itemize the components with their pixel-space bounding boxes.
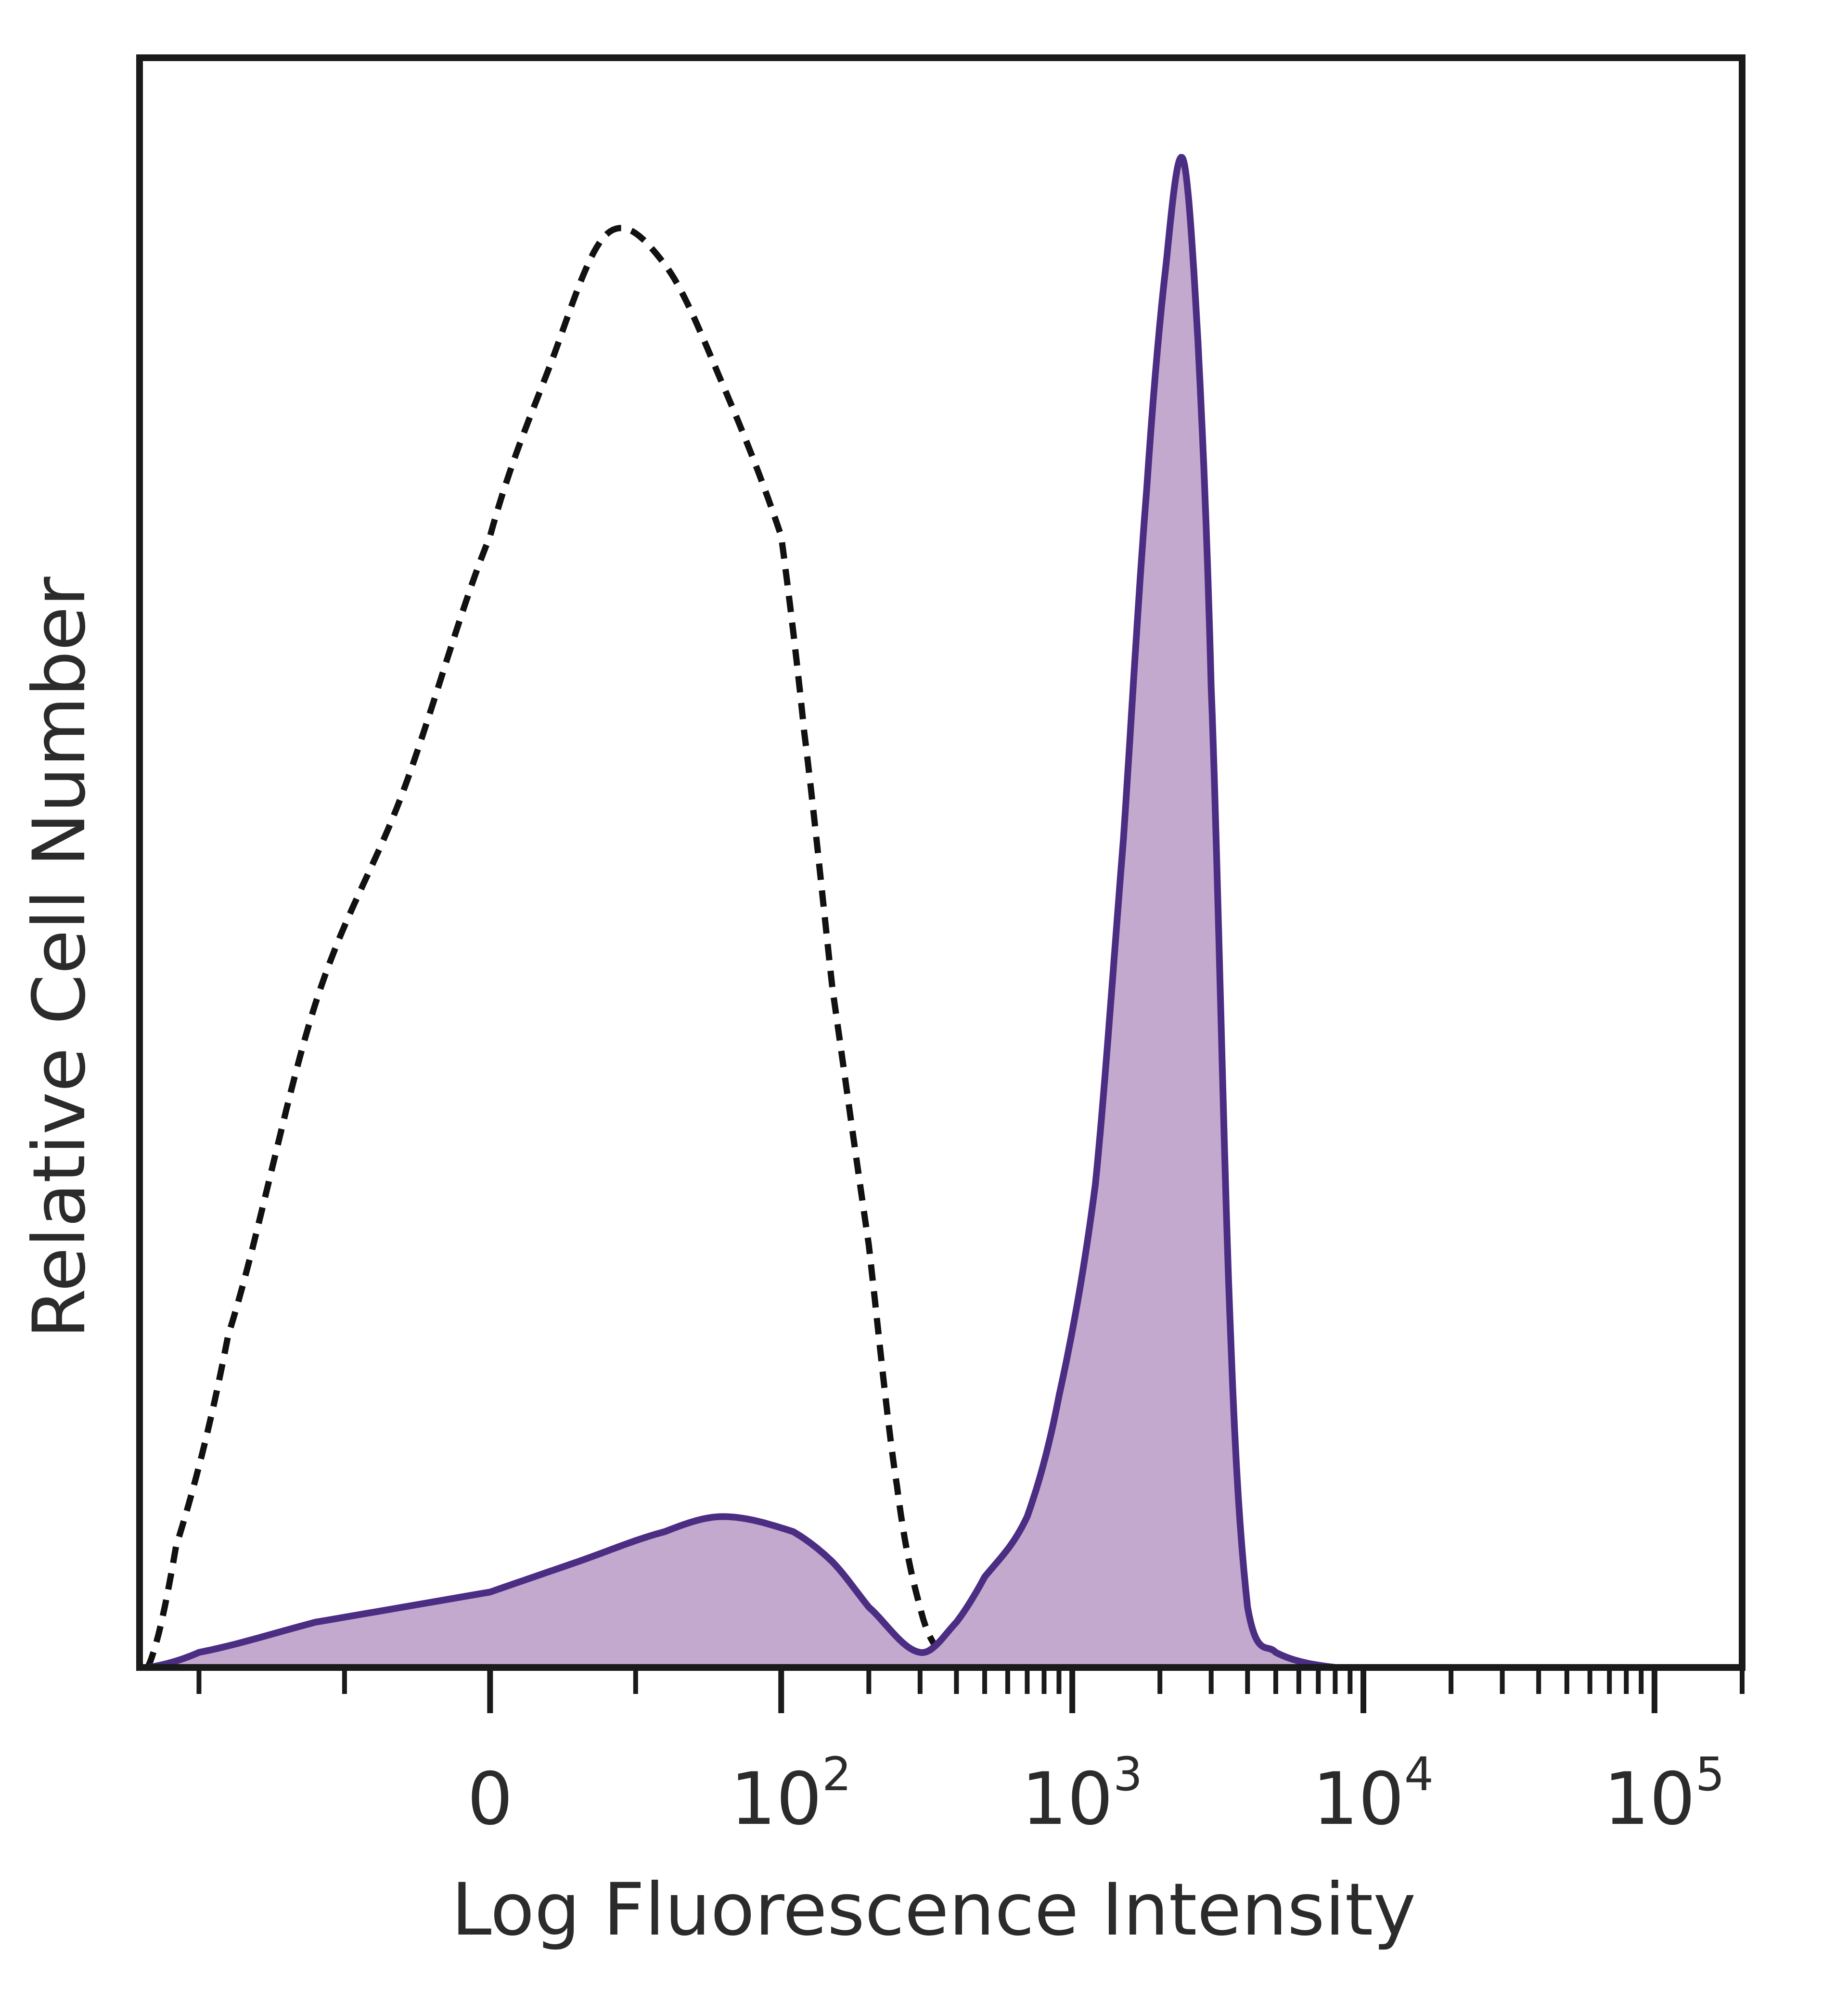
plot-frame <box>136 54 1745 1671</box>
x-tick-label: 105 <box>1604 1747 1725 1841</box>
plot-area <box>145 154 1706 1671</box>
x-tick-label: 104 <box>1312 1747 1434 1841</box>
x-axis-title: Log Fluorescence Intensity <box>451 1868 1416 1952</box>
x-axis-ticks <box>196 1667 1745 1713</box>
stained-histogram-fill <box>148 157 1706 1668</box>
x-axis-tick-labels: 0 102 103 104 105 <box>467 1747 1725 1841</box>
x-tick-label: 0 <box>467 1757 513 1841</box>
x-tick-label: 102 <box>730 1747 851 1841</box>
x-tick-label: 103 <box>1021 1747 1142 1841</box>
stained-histogram-line <box>147 154 1706 1671</box>
y-axis-title: Relative Cell Number <box>18 577 102 1339</box>
isotype-control-histogram-line <box>145 225 959 1670</box>
